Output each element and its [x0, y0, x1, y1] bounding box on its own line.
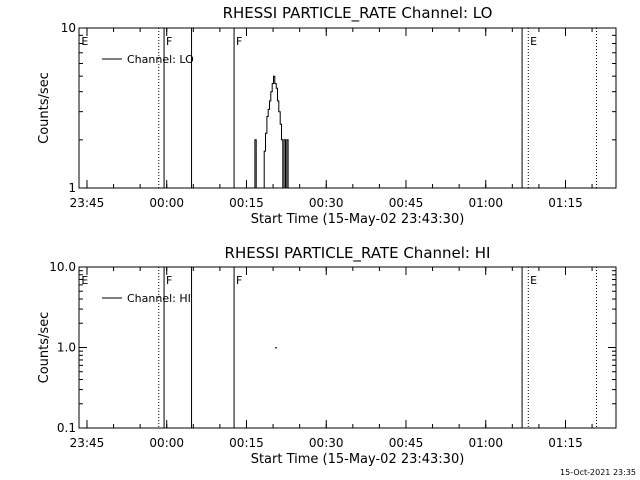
chart-title: RHESSI PARTICLE_RATE Channel: LO: [223, 4, 493, 23]
y-tick-label: 1.0: [57, 341, 76, 355]
event-marker-label: E: [81, 274, 88, 287]
x-tick-label: 00:45: [389, 436, 424, 450]
x-tick-label: 00:00: [149, 196, 184, 210]
x-tick-label: 23:45: [70, 196, 105, 210]
x-tick-label: 01:00: [468, 436, 503, 450]
y-tick-label: 10: [61, 21, 76, 35]
data-point: [275, 347, 277, 349]
event-marker-label: F: [236, 274, 242, 287]
footer-timestamp: 15-Oct-2021 23:35: [560, 468, 636, 477]
y-tick-label: 1: [68, 181, 76, 195]
legend-label: Channel: HI: [127, 292, 191, 305]
x-tick-label: 00:45: [389, 196, 424, 210]
event-marker-label: F: [166, 35, 172, 48]
x-tick-label: 00:15: [229, 436, 264, 450]
y-axis-label: Counts/sec: [37, 72, 52, 144]
hi-channel-panel: RHESSI PARTICLE_RATE Channel: HI 23:45 00:…: [37, 244, 617, 467]
x-axis-label: Start Time (15-May-02 23:43:30): [251, 452, 465, 467]
chart-title: RHESSI PARTICLE_RATE Channel: HI: [225, 244, 491, 263]
event-marker-label: E: [530, 274, 537, 287]
x-tick-label: 00:30: [309, 196, 344, 210]
x-tick-label: 00:15: [229, 196, 264, 210]
x-axis-label: Start Time (15-May-02 23:43:30): [251, 212, 465, 227]
legend-label: Channel: LO: [127, 53, 194, 66]
plot-frame: [78, 27, 617, 189]
event-marker-label: E: [530, 35, 537, 48]
y-tick-label: 0.1: [57, 421, 76, 435]
x-tick-label: 00:30: [309, 436, 344, 450]
y-tick-label: 10.0: [49, 260, 76, 274]
y-axis-label: Counts/sec: [37, 312, 52, 384]
x-tick-label: 01:15: [548, 196, 583, 210]
x-tick-label: 01:15: [548, 436, 583, 450]
x-tick-label: 00:00: [149, 436, 184, 450]
event-marker-label: E: [81, 35, 88, 48]
event-marker-label: F: [236, 35, 242, 48]
lo-channel-panel: RHESSI PARTICLE_RATE Channel: LO 23:45 00:…: [37, 4, 617, 227]
event-marker-label: F: [166, 274, 172, 287]
data-series-line: [253, 75, 303, 189]
x-tick-label: 23:45: [70, 436, 105, 450]
x-tick-label: 01:00: [468, 196, 503, 210]
